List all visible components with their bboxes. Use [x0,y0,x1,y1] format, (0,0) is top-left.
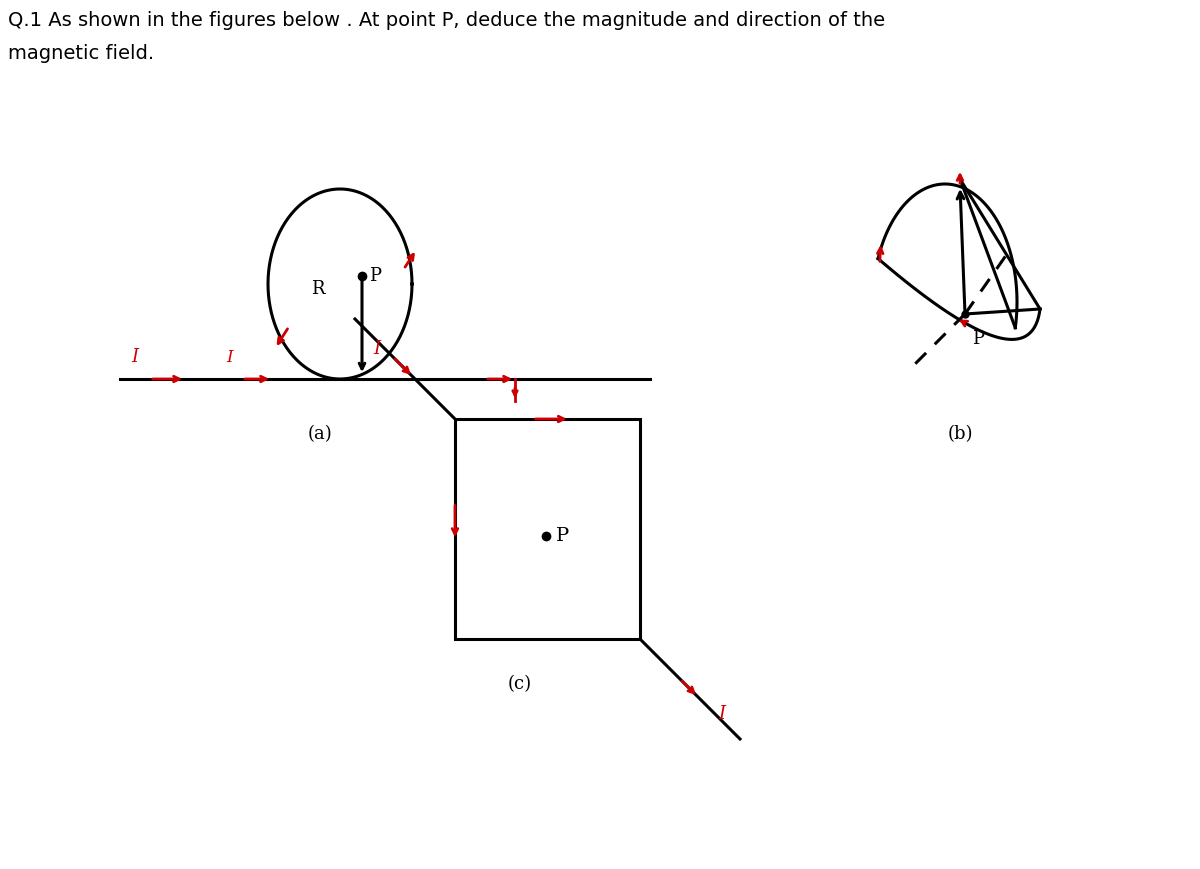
Text: I: I [132,348,138,366]
Text: Q.1 As shown in the figures below . At point P, deduce the magnitude and directi: Q.1 As shown in the figures below . At p… [8,11,886,30]
Text: magnetic field.: magnetic field. [8,44,154,63]
Text: P: P [556,527,570,545]
Bar [455,419,640,639]
Text: R: R [311,280,325,298]
Text: P: P [370,267,382,285]
Text: I: I [719,705,726,723]
Text: (c): (c) [508,675,532,693]
Text: P: P [972,330,984,348]
Text: (a): (a) [307,425,332,443]
Text: I: I [373,340,380,358]
Text: (b): (b) [947,425,973,443]
Text: I: I [227,349,233,366]
